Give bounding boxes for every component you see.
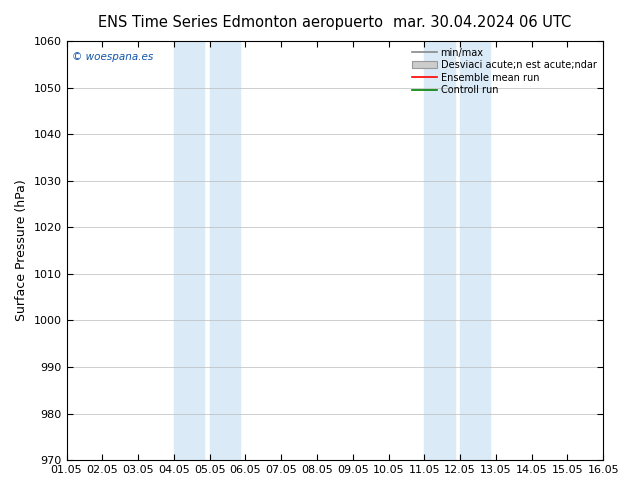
Bar xyxy=(424,41,455,460)
Bar xyxy=(174,41,204,460)
Bar xyxy=(460,41,491,460)
Legend: min/max, Desviaci acute;n est acute;ndar, Ensemble mean run, Controll run: min/max, Desviaci acute;n est acute;ndar… xyxy=(410,46,598,97)
Bar xyxy=(210,41,240,460)
Text: mar. 30.04.2024 06 UTC: mar. 30.04.2024 06 UTC xyxy=(392,15,571,30)
Y-axis label: Surface Pressure (hPa): Surface Pressure (hPa) xyxy=(15,180,28,321)
Text: ENS Time Series Edmonton aeropuerto: ENS Time Series Edmonton aeropuerto xyxy=(98,15,384,30)
Text: © woespana.es: © woespana.es xyxy=(72,51,153,62)
